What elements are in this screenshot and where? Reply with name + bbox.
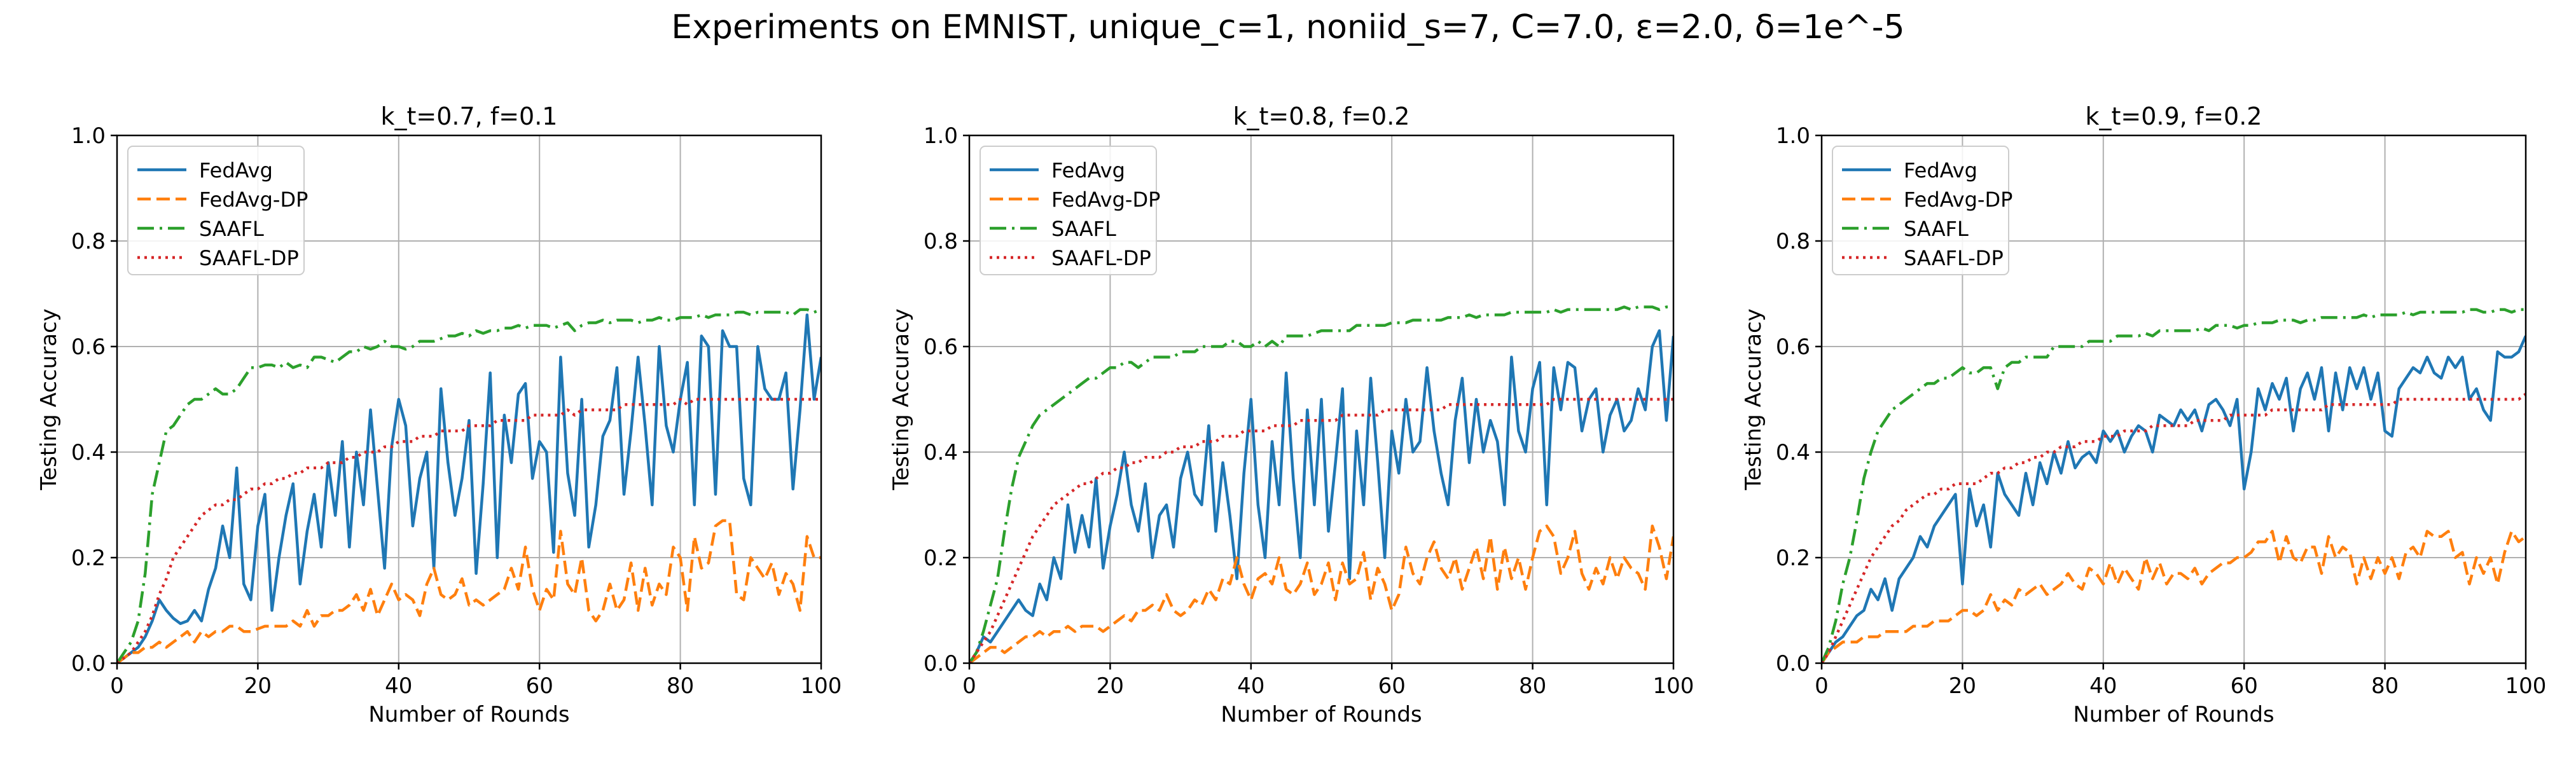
chart-panel-1: 0 20 40 60 80 100 0.0 0.2 0.4 0.6 0.8 1.0 k_t=0.7, f… — [36, 102, 841, 727]
figure-title: Experiments on EMNIST, unique_c=1, nonii… — [671, 8, 1904, 46]
x-tick-label: 0 — [962, 673, 976, 699]
series-line-saafl-dp — [1822, 392, 2526, 663]
y-tick-label: 0.0 — [1776, 651, 1810, 677]
y-tick-label: 0.0 — [924, 651, 958, 677]
y-tick-label: 0.4 — [924, 440, 958, 465]
legend-label-saafl-dp: SAAFL-DP — [1904, 246, 2004, 270]
legend: FedAvg FedAvg-DP SAAFL SAAFL-DP — [980, 146, 1160, 275]
x-axis-label: Number of Rounds — [368, 702, 569, 727]
x-tick-label: 20 — [1949, 673, 1976, 699]
legend-label-saafl: SAAFL — [1051, 217, 1116, 241]
legend-label-fedavg: FedAvg — [1051, 158, 1125, 182]
x-axis-label: Number of Rounds — [2073, 702, 2274, 727]
legend-label-fedavg-dp: FedAvg-DP — [1904, 188, 2012, 212]
x-axis-label: Number of Rounds — [1221, 702, 1422, 727]
legend-label-fedavg-dp: FedAvg-DP — [1051, 188, 1160, 212]
series-line-saafl — [117, 308, 821, 663]
y-axis-label: Testing Accuracy — [1741, 308, 1766, 491]
x-tick-label: 40 — [385, 673, 412, 699]
legend-label-saafl: SAAFL — [199, 217, 264, 241]
x-tick-label: 100 — [2505, 673, 2547, 699]
x-tick-label: 100 — [1653, 673, 1694, 699]
y-tick-label: 0.0 — [71, 651, 106, 677]
x-tick-label: 100 — [801, 673, 842, 699]
series-line-saafl — [969, 305, 1673, 663]
y-tick-label: 0.6 — [1776, 334, 1810, 360]
y-axis-label: Testing Accuracy — [889, 308, 914, 491]
series-line-fedavg-dp — [117, 519, 821, 663]
series-line-fedavg — [1822, 335, 2526, 663]
x-tick-label: 80 — [2371, 673, 2399, 699]
series-line-fedavg-dp — [969, 524, 1673, 663]
x-tick-label: 20 — [244, 673, 272, 699]
series-group — [117, 308, 821, 663]
legend-label-saafl: SAAFL — [1904, 217, 1969, 241]
legend-label-fedavg-dp: FedAvg-DP — [199, 188, 308, 212]
legend-box — [980, 146, 1157, 275]
y-tick-label: 1.0 — [1776, 123, 1810, 149]
x-tick-label: 40 — [1237, 673, 1264, 699]
y-tick-label: 0.4 — [71, 440, 106, 465]
legend: FedAvg FedAvg-DP SAAFL SAAFL-DP — [1832, 146, 2012, 275]
chart-panel-2: 0 20 40 60 80 100 0.0 0.2 0.4 0.6 0.8 1.0 k_t=0.8, f… — [889, 102, 1694, 727]
legend-label-saafl-dp: SAAFL-DP — [1051, 246, 1151, 270]
x-tick-label: 60 — [2231, 673, 2258, 699]
y-tick-label: 0.2 — [924, 546, 958, 571]
y-tick-label: 0.8 — [1776, 229, 1810, 254]
y-tick-label: 0.8 — [924, 229, 958, 254]
y-tick-label: 0.4 — [1776, 440, 1810, 465]
series-line-saafl-dp — [117, 397, 821, 663]
axes-frame — [1820, 134, 2527, 664]
y-axis-label: Testing Accuracy — [36, 308, 62, 491]
x-tick-label: 60 — [1378, 673, 1406, 699]
y-tick-label: 1.0 — [71, 123, 106, 149]
x-tick-label: 20 — [1097, 673, 1124, 699]
legend-label-fedavg: FedAvg — [1904, 158, 1977, 182]
series-line-fedavg — [969, 329, 1673, 663]
subplot-title: k_t=0.7, f=0.1 — [381, 102, 558, 130]
x-tick-label: 80 — [1519, 673, 1546, 699]
legend-box — [127, 146, 305, 275]
subplot-title: k_t=0.8, f=0.2 — [1233, 102, 1410, 130]
y-tick-label: 0.6 — [924, 334, 958, 360]
legend: FedAvg FedAvg-DP SAAFL SAAFL-DP — [127, 146, 308, 275]
legend-label-saafl-dp: SAAFL-DP — [199, 246, 299, 270]
legend-box — [1832, 146, 2009, 275]
x-tick-label: 0 — [110, 673, 124, 699]
subplot-title: k_t=0.9, f=0.2 — [2086, 102, 2262, 130]
y-tick-label: 0.8 — [71, 229, 106, 254]
axes-frame — [968, 134, 1675, 664]
series-line-saafl-dp — [969, 397, 1673, 663]
axes-frame — [116, 134, 822, 664]
y-tick-label: 1.0 — [924, 123, 958, 149]
legend-label-fedavg: FedAvg — [199, 158, 273, 182]
x-tick-label: 40 — [2089, 673, 2117, 699]
y-tick-label: 0.2 — [71, 546, 106, 571]
chart-panel-3: 0 20 40 60 80 100 0.0 0.2 0.4 0.6 0.8 1.0 k_t=0.9, f… — [1741, 102, 2546, 727]
x-tick-label: 60 — [526, 673, 553, 699]
series-line-fedavg — [117, 313, 821, 663]
x-tick-label: 80 — [667, 673, 694, 699]
series-group — [969, 305, 1673, 663]
y-tick-label: 0.2 — [1776, 546, 1810, 571]
x-tick-label: 0 — [1815, 673, 1829, 699]
y-tick-label: 0.6 — [71, 334, 106, 360]
series-group — [1822, 308, 2526, 663]
